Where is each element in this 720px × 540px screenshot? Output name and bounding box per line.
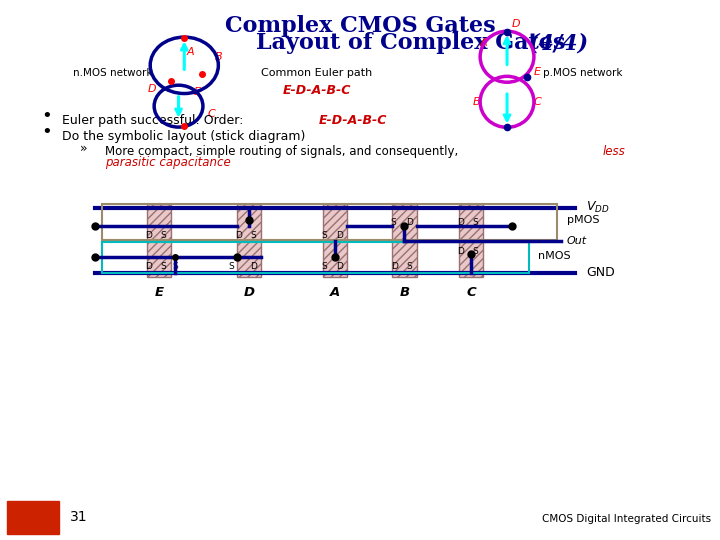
Text: less: less bbox=[603, 145, 625, 158]
Text: D: D bbox=[145, 231, 153, 240]
Text: E: E bbox=[194, 87, 201, 97]
Text: Layout of Complex Gates: Layout of Complex Gates bbox=[256, 32, 573, 54]
Text: S: S bbox=[321, 231, 327, 240]
Bar bbox=[323, 204, 347, 277]
Text: E-D-A-B-C: E-D-A-B-C bbox=[283, 84, 351, 97]
Text: S: S bbox=[172, 262, 178, 271]
Text: S: S bbox=[472, 218, 478, 227]
Text: D: D bbox=[243, 286, 254, 299]
Text: •: • bbox=[41, 123, 52, 141]
Text: S: S bbox=[161, 231, 166, 240]
Text: B: B bbox=[473, 97, 481, 107]
Text: n.MOS network: n.MOS network bbox=[73, 68, 153, 78]
Text: D: D bbox=[336, 262, 343, 271]
Text: Common Euler path: Common Euler path bbox=[261, 68, 372, 78]
Text: E-D-A-B-C: E-D-A-B-C bbox=[318, 114, 387, 127]
Text: C: C bbox=[467, 286, 476, 299]
Text: E: E bbox=[534, 67, 541, 77]
Text: Complex CMOS Gates: Complex CMOS Gates bbox=[225, 15, 495, 37]
Text: Do the symbolic layout (stick diagram): Do the symbolic layout (stick diagram) bbox=[63, 130, 306, 143]
Text: A: A bbox=[480, 38, 487, 48]
Bar bbox=[147, 204, 171, 277]
Text: C: C bbox=[207, 109, 215, 119]
Text: S: S bbox=[321, 262, 327, 271]
Text: E: E bbox=[155, 286, 163, 299]
Bar bbox=[7, 501, 59, 534]
Text: A: A bbox=[186, 46, 194, 57]
Text: D: D bbox=[148, 84, 156, 94]
Text: parasitic capacitance: parasitic capacitance bbox=[105, 156, 231, 169]
Bar bbox=[392, 204, 417, 277]
Bar bbox=[102, 204, 557, 240]
Text: S: S bbox=[161, 262, 166, 271]
Bar bbox=[459, 204, 483, 277]
Text: S: S bbox=[228, 262, 234, 271]
Text: 31: 31 bbox=[70, 510, 87, 524]
Text: A: A bbox=[330, 286, 340, 299]
Text: p.MOS network: p.MOS network bbox=[543, 68, 622, 78]
Text: B: B bbox=[215, 52, 222, 62]
Text: C: C bbox=[534, 97, 541, 107]
Text: •: • bbox=[41, 107, 52, 125]
Text: D: D bbox=[457, 218, 464, 227]
Bar bbox=[237, 204, 261, 277]
Text: (4/4): (4/4) bbox=[528, 32, 589, 54]
Text: Euler path successful: Order:: Euler path successful: Order: bbox=[63, 114, 248, 127]
Text: S: S bbox=[251, 231, 256, 240]
Bar bbox=[102, 241, 528, 273]
Text: D: D bbox=[336, 231, 343, 240]
Text: »: » bbox=[81, 142, 88, 155]
Text: S: S bbox=[391, 218, 397, 227]
Text: EPD: EPD bbox=[24, 512, 42, 522]
Text: More compact, simple routing of signals, and consequently,: More compact, simple routing of signals,… bbox=[105, 145, 462, 158]
Text: nMOS: nMOS bbox=[538, 251, 570, 260]
Text: D: D bbox=[511, 19, 520, 29]
Text: S: S bbox=[472, 247, 478, 256]
Text: S: S bbox=[406, 262, 412, 271]
Text: Out: Out bbox=[567, 236, 587, 246]
Text: D: D bbox=[457, 247, 464, 256]
Text: pMOS: pMOS bbox=[567, 215, 599, 225]
Text: D: D bbox=[391, 262, 397, 271]
Text: D: D bbox=[235, 231, 242, 240]
Text: GND: GND bbox=[586, 266, 615, 279]
Text: $V_{DD}$: $V_{DD}$ bbox=[586, 200, 610, 215]
Text: D: D bbox=[251, 262, 257, 271]
Text: CMOS Digital Integrated Circuits: CMOS Digital Integrated Circuits bbox=[542, 514, 711, 524]
Text: D: D bbox=[145, 262, 153, 271]
Text: D: D bbox=[406, 218, 413, 227]
Text: B: B bbox=[400, 286, 410, 299]
